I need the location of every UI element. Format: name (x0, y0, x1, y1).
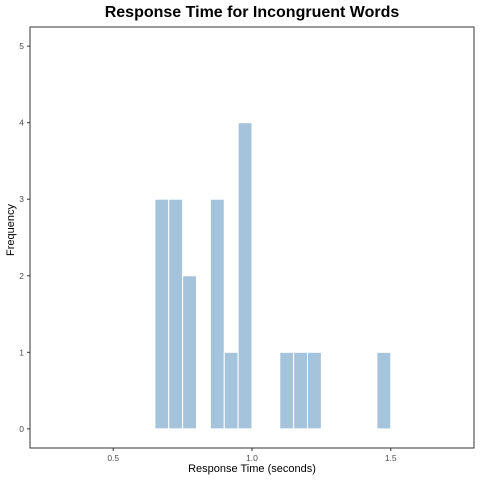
x-tick-label-2: 1.5 (385, 453, 397, 463)
y-tick-label-1: 1 (19, 347, 24, 357)
histogram-bar-6 (280, 352, 294, 429)
x-axis: 0.5 1.0 1.5 (107, 448, 397, 463)
y-axis: 0 1 2 3 4 5 (19, 41, 30, 434)
histogram-bar-7 (294, 352, 308, 429)
histogram-bar-9 (377, 352, 391, 429)
histogram-bar-1 (169, 199, 183, 429)
histogram-bar-0 (155, 199, 169, 429)
y-tick-label-4: 4 (19, 118, 24, 128)
histogram-bar-3 (210, 199, 224, 429)
y-tick-label-5: 5 (19, 41, 24, 51)
histogram-bar-8 (308, 352, 322, 429)
y-tick-label-0: 0 (19, 424, 24, 434)
histogram-bar-5 (238, 123, 252, 429)
y-axis-label: Frequency (5, 204, 17, 256)
chart-title: Response Time for Incongruent Words (105, 4, 400, 21)
y-tick-label-3: 3 (19, 194, 24, 204)
y-tick-label-2: 2 (19, 271, 24, 281)
histogram-bar-2 (183, 276, 197, 429)
x-tick-label-0: 0.5 (107, 453, 119, 463)
histogram-bar-4 (224, 352, 238, 429)
x-tick-label-1: 1.0 (246, 453, 258, 463)
x-axis-label: Response Time (seconds) (188, 463, 316, 475)
bars-group (155, 123, 391, 429)
